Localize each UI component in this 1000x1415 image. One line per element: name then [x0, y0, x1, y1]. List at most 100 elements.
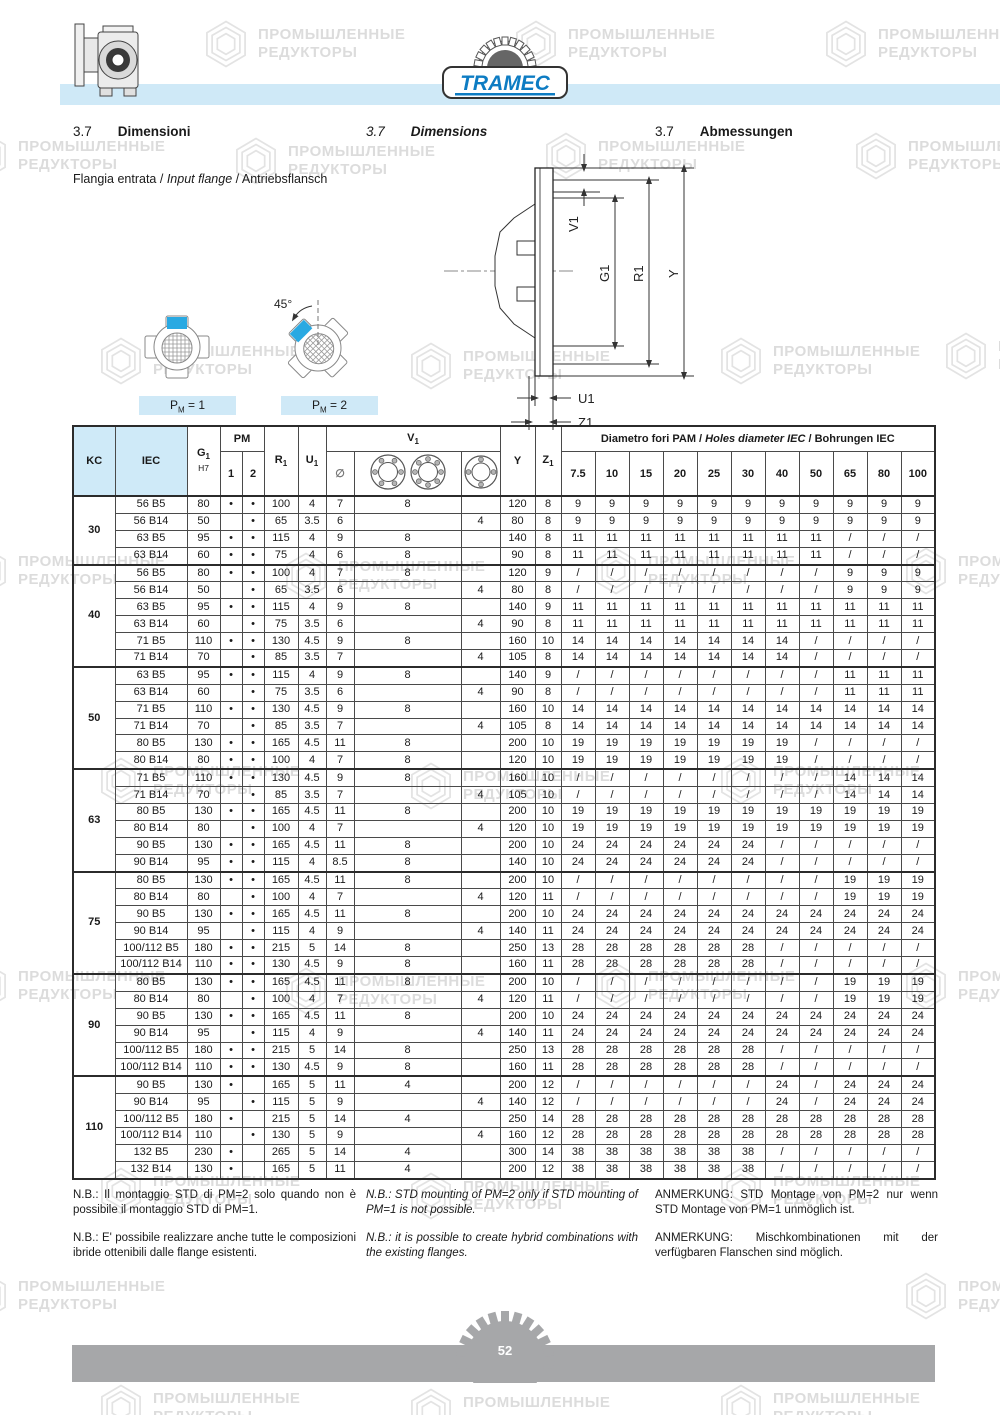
hole-value-cell: 28 — [628, 939, 664, 958]
value-cell: 10 — [534, 836, 562, 855]
hole-value-cell: / — [798, 1075, 834, 1095]
col-header-y: Y — [499, 425, 536, 497]
hole-value-cell: / — [594, 1093, 630, 1112]
value-cell: 14 — [325, 1143, 355, 1162]
hole-value-cell: 9 — [832, 494, 868, 514]
hole-value-cell: 19 — [594, 803, 630, 821]
pm1-dot-cell: • — [219, 905, 243, 924]
hole-value-cell: / — [798, 683, 834, 702]
value-cell: 14 — [534, 1143, 562, 1162]
hole-value-cell: 28 — [730, 956, 766, 975]
pm-label-p: P — [311, 398, 320, 412]
value-cell: 100 — [263, 819, 299, 838]
value-cell: 4 — [297, 529, 327, 548]
hole-value-cell: / — [866, 751, 902, 770]
hole-value-cell: 11 — [696, 615, 732, 634]
hole-value-cell: 28 — [628, 1110, 664, 1128]
value-cell: 8 — [534, 649, 562, 668]
hole-value-cell: 14 — [560, 632, 596, 651]
value-cell: 10 — [534, 803, 562, 821]
value-cell: 8 — [353, 939, 462, 958]
hole-value-cell: / — [696, 972, 732, 992]
value-cell: 130 — [186, 870, 221, 890]
iec-cell: 71 B5 — [114, 700, 188, 719]
value-cell: 215 — [263, 1110, 299, 1128]
hole-value-cell: 28 — [730, 939, 766, 958]
value-cell: 95 — [186, 1093, 221, 1112]
hole-value-cell: 19 — [628, 819, 664, 838]
value-cell: 4 — [460, 512, 501, 531]
hole-value-cell: / — [730, 870, 766, 890]
hole-value-cell: 9 — [662, 494, 698, 514]
hole-value-cell: 9 — [730, 512, 766, 531]
hole-value-cell: 11 — [798, 615, 834, 634]
table-row: 90 B5 130 • • 165 4.5 11 8 200 10 24 24 24 24 24 24 24 24… — [73, 905, 936, 924]
value-cell: 8 — [534, 494, 562, 514]
subtitle-sep: / — [232, 172, 242, 186]
value-cell: 90 — [499, 615, 536, 634]
value-cell: 90 — [499, 683, 536, 702]
pm2-dot-cell: • — [241, 990, 265, 1009]
pm1-dot-cell — [219, 888, 243, 907]
hole-value-cell: 24 — [628, 853, 664, 873]
hole-value-cell: 38 — [594, 1160, 630, 1180]
hole-value-cell: 9 — [730, 494, 766, 514]
hole-value-cell: 19 — [866, 990, 902, 1009]
value-cell: 10 — [534, 632, 562, 651]
hole-value-cell: 24 — [628, 836, 664, 855]
hole-value-cell: / — [730, 1075, 766, 1095]
value-cell: 9 — [325, 922, 355, 941]
value-cell: 5 — [297, 1041, 327, 1060]
pm2-dot-cell: • — [241, 939, 265, 958]
hole-value-cell: 11 — [662, 529, 698, 548]
hole-value-cell: 24 — [628, 1007, 664, 1026]
hole-value-cell: / — [764, 786, 800, 805]
value-cell: 200 — [499, 1160, 536, 1180]
hole-value-cell: 14 — [832, 700, 868, 719]
hole-value-cell: 14 — [764, 700, 800, 719]
pm2-dot-cell: • — [241, 615, 265, 634]
pm1-dot-cell — [219, 649, 243, 668]
pm1-dot-cell: • — [219, 751, 243, 770]
value-cell: 215 — [263, 939, 299, 958]
value-cell: 4 — [353, 1075, 462, 1095]
pm1-dot-cell — [219, 1024, 243, 1043]
hole-value-cell: 9 — [594, 512, 630, 531]
kc-group-cell: 75 — [72, 870, 116, 975]
hole-value-cell: 24 — [696, 836, 732, 855]
pm2-dot-cell — [241, 1143, 265, 1162]
table-row: 50 63 B5 95 • • 115 4 9 8 140 9// / / / / //11 11 11 — [72, 665, 936, 770]
value-cell: 11 — [325, 734, 355, 753]
hole-value-cell: 9 — [764, 494, 800, 514]
hole-value-cell: / — [560, 563, 596, 583]
hole-value-cell: / — [764, 683, 800, 702]
value-cell: 4 — [353, 1160, 462, 1180]
hole-value-cell: 19 — [866, 870, 902, 890]
hole-value-cell: 9 — [798, 512, 834, 531]
pm1-dot-cell: • — [219, 853, 243, 873]
value-cell: 80 — [186, 888, 221, 907]
iec-cell: 80 B14 — [114, 990, 188, 1009]
hole-value-cell: / — [696, 1075, 732, 1095]
flange-6hole-icon — [369, 454, 406, 490]
hole-value-cell: 11 — [832, 615, 868, 634]
hole-value-cell: 19 — [560, 751, 596, 770]
pm2-dot-cell: • — [241, 546, 265, 566]
footer-gear-icon: 52 — [455, 1311, 555, 1383]
hole-value-cell: / — [696, 870, 732, 890]
hole-value-cell: / — [866, 853, 902, 873]
hole-value-cell: 14 — [662, 632, 698, 651]
pm2-diagram-icon: 45° — [274, 297, 349, 379]
hole-value-cell: / — [832, 734, 868, 753]
note-text: ANMERKUNG: Mischkombinationen mit der ve… — [655, 1232, 938, 1259]
hole-value-cell: / — [832, 836, 868, 855]
hole-value-cell: / — [730, 1093, 766, 1112]
col-header-g1: G1 H7 — [186, 425, 221, 497]
hole-value-cell: / — [730, 990, 766, 1009]
flange-6-8-hole-icon — [353, 451, 462, 497]
hole-value-cell: 11 — [730, 546, 766, 566]
hole-value-cell: / — [764, 768, 800, 788]
section-number: 3.7 — [366, 124, 385, 139]
